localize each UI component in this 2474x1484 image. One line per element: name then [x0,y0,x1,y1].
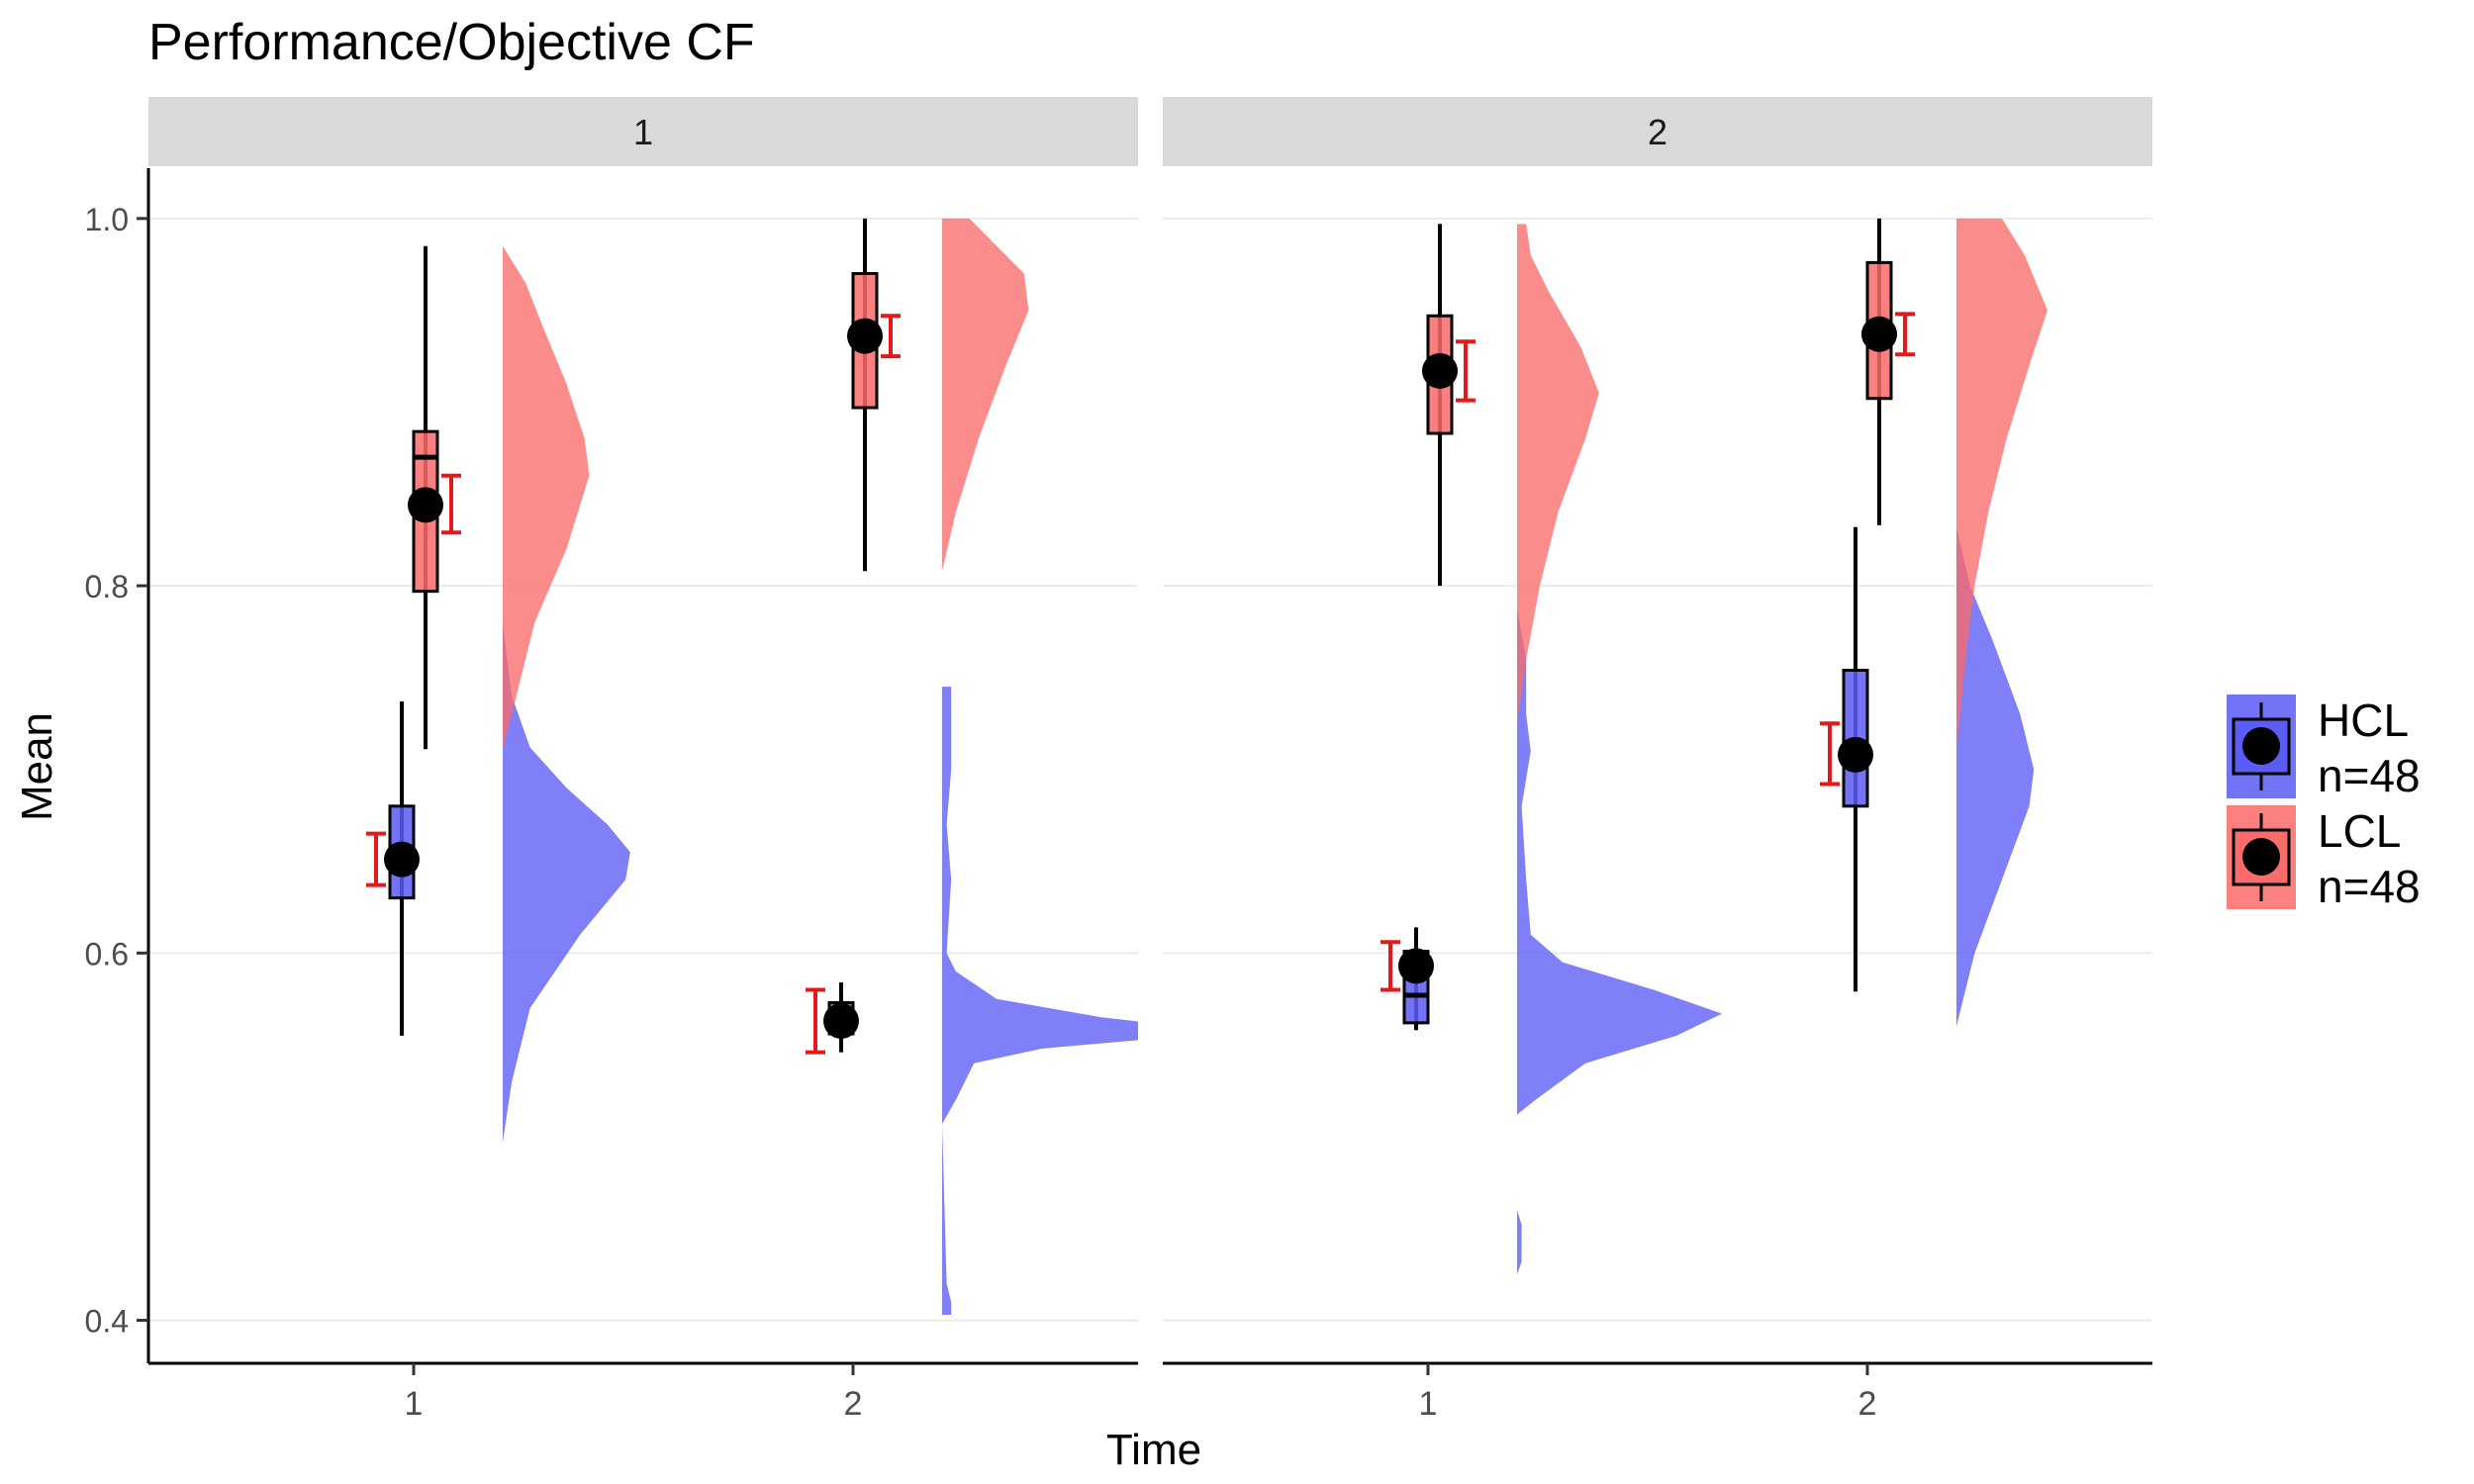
density-hcl-time2 [942,687,1138,1315]
density-hcl-time1 [503,622,630,1143]
legend-key-point [2242,838,2280,876]
mean-point-hcl-time1 [1398,948,1434,984]
errorbar-lcl-time2 [1895,312,1915,357]
density-lcl-time2 [1956,218,2047,752]
legend-item-lcl: LCL n=48 [2227,805,2421,912]
facet-strip-label: 2 [1648,112,1667,152]
mean-point-hcl-time2 [823,1003,859,1040]
density-lcl-time1 [503,245,590,750]
x-tick-label: 1 [1419,1385,1438,1423]
y-tick-label: 0.8 [85,569,129,604]
density-lcl-time2 [942,218,1029,572]
density-hcl-time2 [1956,526,2035,1027]
facet-panel-2: 2 1 2 [1163,97,2152,1423]
facet-panels: 1 1 2 2 1 2 0.4 0.6 0.8 1.0 [85,97,2152,1423]
y-axis: 0.4 0.6 0.8 1.0 [85,168,150,1363]
mean-point-lcl-time1 [408,487,443,523]
y-tick-label: 0.6 [85,936,129,972]
errorbar-lcl-time1 [441,473,461,535]
errorbar-lcl-time2 [881,314,901,359]
errorbar-hcl-time1 [1380,940,1400,992]
legend-item-hcl: HCL n=48 [2227,695,2421,801]
errorbar-hcl-time2 [806,987,825,1055]
x-tick-label: 2 [1858,1385,1877,1423]
errorbar-lcl-time1 [1456,339,1475,403]
x-axis-title: Time [1106,1426,1201,1474]
facet-strip-label: 1 [633,112,653,152]
chart-title: Performance/Objective CF [148,14,755,71]
facet-strip [148,97,1138,166]
facet-panel-1: 1 1 2 [148,97,1138,1423]
legend-label: LCL [2318,805,2401,857]
y-tick-label: 0.4 [85,1304,129,1340]
mean-point-lcl-time1 [1422,352,1458,389]
mean-point-hcl-time1 [384,841,420,878]
facet-strip [1163,97,2152,166]
x-tick-label: 2 [844,1385,863,1423]
density-lcl-time1 [1517,224,1599,724]
errorbar-hcl-time2 [1820,721,1840,787]
panel-content [1380,218,2047,1275]
x-tick-label: 1 [405,1385,424,1423]
legend-count: n=48 [2318,861,2421,912]
y-axis-title: Mean [13,712,61,821]
legend-label: HCL [2318,695,2409,746]
mean-point-lcl-time2 [847,318,883,354]
legend-count: n=48 [2318,750,2421,801]
legend-key-point [2242,727,2280,765]
panel-content [366,218,1138,1315]
y-tick-label: 1.0 [85,202,129,237]
mean-point-lcl-time2 [1861,316,1897,352]
errorbar-hcl-time1 [366,831,386,887]
mean-point-hcl-time2 [1838,736,1873,773]
